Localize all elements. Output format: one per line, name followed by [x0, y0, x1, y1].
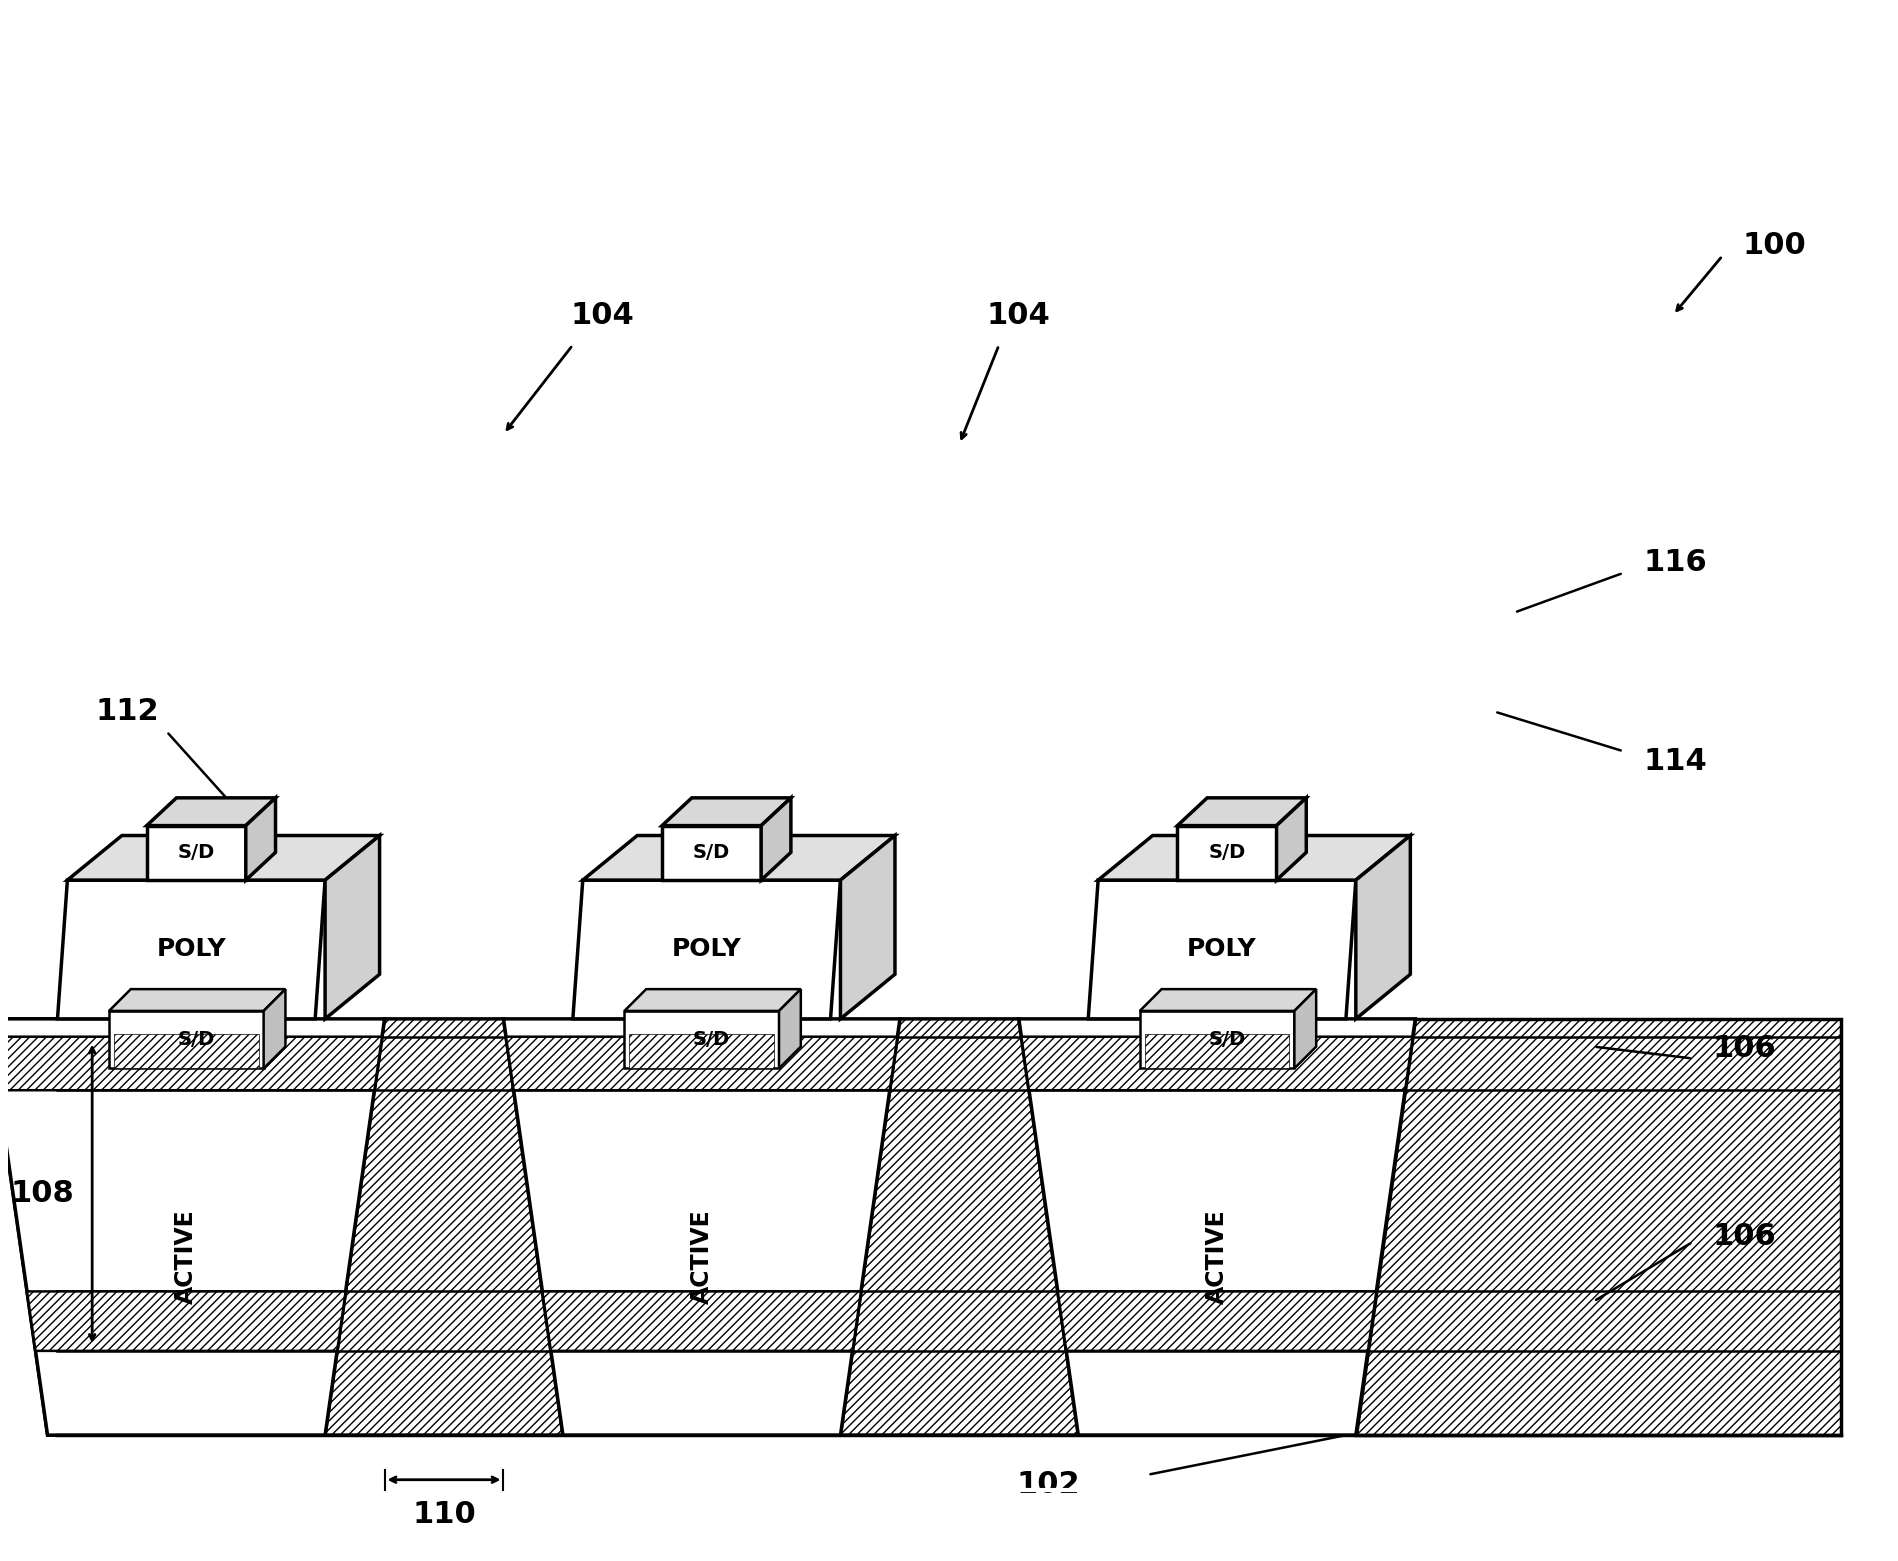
Text: 104: 104 — [987, 301, 1051, 329]
Text: 106: 106 — [1712, 1222, 1777, 1252]
Text: POLY: POLY — [672, 938, 742, 962]
Polygon shape — [1144, 1033, 1289, 1068]
Text: POLY: POLY — [1186, 938, 1256, 962]
Polygon shape — [247, 798, 275, 880]
Polygon shape — [1177, 826, 1277, 880]
Polygon shape — [1177, 798, 1306, 826]
Polygon shape — [0, 1037, 381, 1090]
Polygon shape — [0, 1019, 385, 1435]
Text: ACTIVE: ACTIVE — [689, 1210, 714, 1303]
Polygon shape — [1141, 1012, 1294, 1068]
Polygon shape — [108, 1012, 264, 1068]
Polygon shape — [507, 1037, 898, 1090]
Text: S/D: S/D — [178, 843, 214, 862]
Polygon shape — [841, 835, 896, 1019]
Polygon shape — [114, 1033, 258, 1068]
Polygon shape — [662, 826, 761, 880]
Polygon shape — [0, 1019, 57, 1435]
Text: ACTIVE: ACTIVE — [1205, 1210, 1230, 1303]
Text: 104: 104 — [571, 301, 634, 329]
Polygon shape — [27, 1291, 345, 1350]
Polygon shape — [325, 1019, 564, 1435]
Polygon shape — [573, 880, 841, 1019]
Polygon shape — [1355, 835, 1410, 1019]
Polygon shape — [325, 835, 380, 1019]
Text: S/D: S/D — [1209, 1030, 1245, 1049]
Text: 110: 110 — [412, 1500, 476, 1528]
Text: S/D: S/D — [1209, 843, 1245, 862]
Polygon shape — [1019, 1019, 1416, 1435]
Polygon shape — [1294, 990, 1315, 1068]
Polygon shape — [1021, 1037, 1412, 1090]
Text: S/D: S/D — [693, 1030, 731, 1049]
Polygon shape — [503, 1019, 900, 1435]
Polygon shape — [624, 990, 801, 1012]
Polygon shape — [778, 990, 801, 1068]
Text: 114: 114 — [1644, 746, 1706, 776]
Text: 106: 106 — [1712, 1033, 1777, 1063]
Polygon shape — [624, 1012, 778, 1068]
Polygon shape — [630, 1033, 774, 1068]
Polygon shape — [264, 990, 285, 1068]
Text: POLY: POLY — [156, 938, 226, 962]
Polygon shape — [1141, 990, 1315, 1012]
Polygon shape — [1099, 835, 1410, 880]
Polygon shape — [662, 798, 791, 826]
Polygon shape — [57, 880, 325, 1019]
Polygon shape — [146, 798, 275, 826]
Polygon shape — [583, 835, 896, 880]
Text: 112: 112 — [95, 698, 159, 726]
Polygon shape — [146, 826, 247, 880]
Polygon shape — [1355, 1019, 1841, 1435]
Text: 116: 116 — [1644, 548, 1706, 578]
Polygon shape — [1277, 798, 1306, 880]
Polygon shape — [1088, 880, 1355, 1019]
Polygon shape — [543, 1291, 862, 1350]
Text: ACTIVE: ACTIVE — [175, 1210, 197, 1303]
Text: 102: 102 — [1017, 1470, 1080, 1499]
Text: 108: 108 — [11, 1179, 74, 1208]
Text: S/D: S/D — [693, 843, 731, 862]
Polygon shape — [841, 1019, 1078, 1435]
Polygon shape — [761, 798, 791, 880]
Text: 100: 100 — [1742, 231, 1807, 261]
Polygon shape — [68, 835, 380, 880]
Text: S/D: S/D — [178, 1030, 214, 1049]
Polygon shape — [1057, 1291, 1376, 1350]
Polygon shape — [108, 990, 285, 1012]
